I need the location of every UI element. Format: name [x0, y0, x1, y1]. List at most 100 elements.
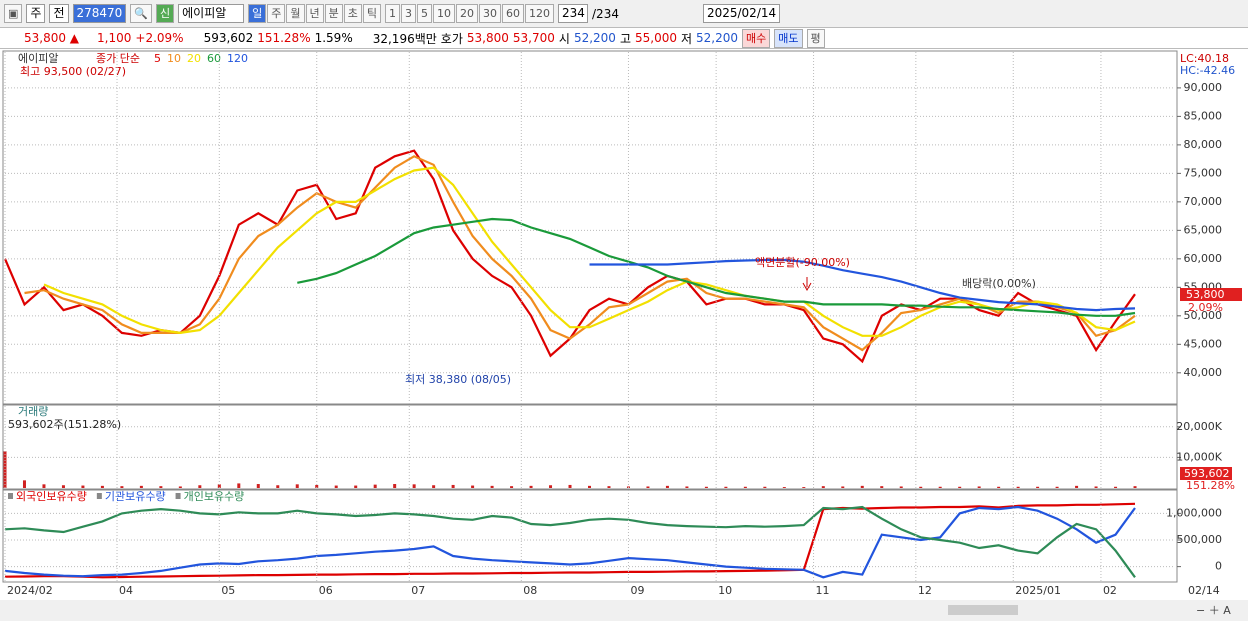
- volume-bar: [1114, 486, 1118, 488]
- x-tick-label: 06: [319, 584, 333, 597]
- period-button[interactable]: 일: [248, 4, 267, 23]
- volume-bar: [568, 484, 572, 488]
- avg[interactable]: 평: [806, 28, 825, 48]
- period-button[interactable]: 틱: [362, 4, 382, 23]
- volume-bar: [919, 486, 923, 488]
- interval-button[interactable]: 120: [525, 4, 555, 23]
- x-end-label: 02/14: [1188, 584, 1220, 597]
- code-input[interactable]: 278470: [72, 4, 127, 23]
- scrollbar[interactable]: [0, 600, 1248, 621]
- low: 52,200: [696, 31, 739, 45]
- volume-bar: [276, 485, 280, 488]
- high-label: 고: [619, 31, 631, 46]
- split-label: 액면분할(-90.00%): [755, 256, 850, 269]
- volume-bar: [1016, 486, 1020, 488]
- y-tick-label: 10,000K: [1176, 450, 1222, 463]
- y-tick-label: 80,000: [1184, 138, 1223, 151]
- y-tick-label: 0: [1215, 560, 1222, 573]
- date[interactable]: 2025/02/14: [702, 4, 781, 23]
- min-label: 최저 38,380 (08/05): [405, 373, 511, 386]
- volume-bar: [899, 486, 903, 488]
- y-tick-label: 75,000: [1184, 166, 1223, 179]
- buy[interactable]: 매수: [742, 28, 771, 48]
- amount: 32,196백만: [372, 31, 437, 46]
- legend-entry: 개인보유수량: [184, 490, 245, 503]
- split-arrow: [802, 277, 812, 292]
- value-tag: [1180, 467, 1232, 480]
- interval-button[interactable]: 30: [479, 4, 502, 23]
- volume-bar: [665, 485, 669, 488]
- chart: − ＋ A 40,00045,00050,00055,00060,00065,0…: [0, 50, 1248, 621]
- volume-bar: [490, 485, 494, 488]
- volume-bar: [412, 484, 416, 488]
- volume-bar: [315, 484, 319, 488]
- volume-bar: [81, 485, 85, 488]
- volume-bar: [1133, 486, 1137, 488]
- volume-bar: [607, 486, 611, 488]
- y-tick-label: 65,000: [1184, 223, 1223, 236]
- interval-button[interactable]: 1: [385, 4, 401, 23]
- x-tick-label: 10: [718, 584, 732, 597]
- x-tick-label: 11: [816, 584, 830, 597]
- stock-label: 에이피알: [18, 51, 58, 65]
- value-tag-ratio: 151.28%: [1186, 479, 1235, 492]
- sell[interactable]: 매도: [774, 28, 803, 48]
- y-tick-label: 85,000: [1184, 109, 1223, 122]
- period-button[interactable]: 초: [343, 4, 362, 23]
- change-pct: +2.09%: [135, 31, 184, 45]
- x-tick-label: 2024/02: [7, 584, 53, 597]
- volume-bar: [763, 486, 767, 488]
- legend-entry: 120: [227, 52, 248, 65]
- count[interactable]: 234: [558, 4, 589, 23]
- high: 55,000: [634, 31, 677, 45]
- interval-button[interactable]: 10: [433, 4, 456, 23]
- y-tick-label: 500,000: [1177, 533, 1223, 546]
- series-line: [24, 155, 1136, 352]
- period-button[interactable]: 주: [267, 4, 286, 23]
- x-tick-label: 12: [918, 584, 932, 597]
- y-tick-label: 60,000: [1184, 252, 1223, 265]
- volume-bar: [61, 485, 65, 488]
- x-tick-label: 2025/01: [1015, 584, 1061, 597]
- volume-bar: [860, 485, 864, 488]
- series-line: [4, 502, 1136, 579]
- market-select[interactable]: 주: [26, 4, 46, 23]
- volume-bar: [120, 486, 124, 488]
- volume-bar: [588, 485, 591, 488]
- interval-button[interactable]: 20: [456, 4, 479, 23]
- volume-bar: [1036, 486, 1040, 488]
- series-line: [3, 149, 1136, 364]
- y-tick-label: 20,000K: [1176, 420, 1222, 433]
- volume-bar: [1055, 486, 1059, 488]
- icon[interactable]: ▣: [4, 4, 23, 23]
- zoom-controls[interactable]: − ＋ A: [1196, 604, 1231, 617]
- lc-label: LC:40.18: [1180, 52, 1229, 65]
- volume-bar: [432, 485, 436, 488]
- open-label: 시: [558, 31, 570, 46]
- volume-bar: [373, 484, 377, 488]
- search[interactable]: 🔍: [130, 4, 153, 23]
- legend-entry: 60: [207, 52, 221, 65]
- legend-marker: [96, 493, 102, 499]
- volume-bar: [139, 485, 143, 488]
- legend-entry: 20: [187, 52, 201, 65]
- volume-bar: [178, 486, 182, 488]
- x-tick-label: 02: [1103, 584, 1117, 597]
- x-tick-label: 05: [221, 584, 235, 597]
- period-button[interactable]: 분: [324, 4, 343, 23]
- x-tick-label: 07: [411, 584, 425, 597]
- legend-marker: [8, 493, 13, 499]
- interval-button[interactable]: 5: [417, 4, 433, 23]
- prev-select[interactable]: 전: [49, 4, 69, 23]
- interval-button[interactable]: 60: [502, 4, 525, 23]
- period-button[interactable]: 년: [305, 4, 324, 23]
- interval-button[interactable]: 3: [401, 4, 417, 23]
- volume-bar: [237, 483, 241, 488]
- period-button[interactable]: 월: [286, 4, 305, 23]
- volume-bar: [22, 480, 26, 488]
- legend-entry: 10: [167, 52, 181, 65]
- volume-bar: [471, 485, 475, 488]
- volume-bar: [841, 486, 845, 488]
- scroll-thumb[interactable]: [948, 605, 1018, 615]
